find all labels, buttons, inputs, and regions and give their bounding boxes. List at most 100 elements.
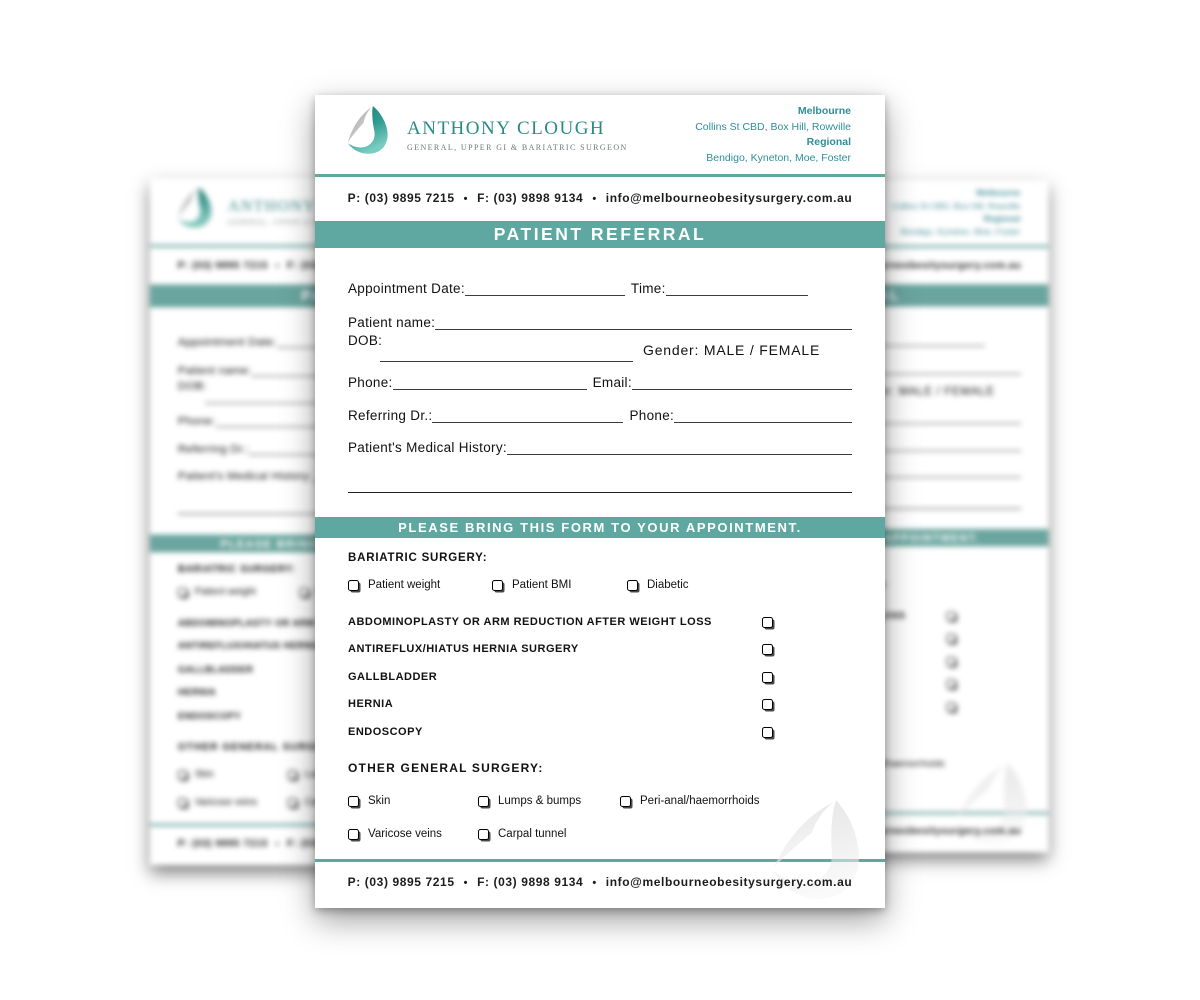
medical-history-label: Patient's Medical History: bbox=[177, 469, 313, 483]
checkbox-icon[interactable] bbox=[492, 579, 503, 591]
phone-line bbox=[215, 415, 380, 428]
time-line[interactable] bbox=[665, 282, 808, 296]
email-address: info@melbourneobesitysurgery.com.au bbox=[817, 259, 1022, 271]
checkbox-icon bbox=[299, 587, 309, 597]
option-label: Varicose veins bbox=[194, 797, 258, 808]
clinic-logo-icon bbox=[177, 187, 212, 228]
patient-name-line[interactable] bbox=[435, 316, 852, 330]
option-label: Varicose veins bbox=[368, 828, 442, 840]
procedure-row-hernia: HERNIA bbox=[348, 697, 773, 711]
option-peri-anal: Peri-anal/haemorrhoids bbox=[620, 794, 760, 808]
checkbox-icon[interactable] bbox=[762, 698, 773, 710]
option-patient-bmi: Patient BMI bbox=[492, 578, 571, 592]
option-diabetic: Diabetic bbox=[627, 578, 689, 592]
option-label: Patient BMI bbox=[512, 579, 572, 591]
checkbox-icon[interactable] bbox=[762, 616, 773, 628]
procedure-label: HERNIA bbox=[177, 687, 217, 698]
referring-dr-label: Referring Dr.: bbox=[348, 408, 433, 423]
regional-heading: Regional bbox=[983, 213, 1021, 224]
patient-name-row: Patient name: bbox=[348, 313, 852, 330]
referring-phone-line[interactable] bbox=[674, 409, 852, 423]
checkbox-icon[interactable] bbox=[478, 828, 489, 840]
separator-dot: • bbox=[275, 838, 280, 849]
gender-label[interactable]: Gender: MALE / FEMALE bbox=[643, 342, 821, 358]
checkbox-icon bbox=[946, 679, 956, 689]
checkbox-icon[interactable] bbox=[348, 795, 359, 807]
checkbox-icon[interactable] bbox=[762, 643, 773, 655]
footer-contact-line: P: (03) 9895 7215 • F: (03) 9898 9134 • info… bbox=[315, 867, 885, 897]
procedure-row-abdominoplasty: ABDOMINOPLASTY OR ARM REDUCTION AFTER WE… bbox=[348, 615, 773, 629]
separator-dot: • bbox=[592, 193, 597, 205]
melbourne-locations: Collins St CBD, Box Hill, Rowville bbox=[695, 120, 851, 133]
checkbox-icon bbox=[177, 587, 188, 597]
checkbox-icon bbox=[287, 769, 298, 780]
clinic-logo-text: ANTHONY CLOUGH GENERAL, UPPER GI & BARIA… bbox=[407, 118, 628, 152]
option-skin: Skin bbox=[177, 769, 214, 781]
option-label: Carpal tunnel bbox=[498, 828, 567, 840]
dob-line[interactable] bbox=[380, 347, 633, 362]
procedure-row-endoscopy: ENDOSCOPY bbox=[348, 725, 773, 739]
patient-name-label: Patient name: bbox=[348, 315, 436, 330]
bariatric-surgery-heading: BARIATRIC SURGERY: bbox=[348, 552, 488, 564]
checkbox-icon bbox=[287, 797, 298, 808]
phone-number: P: (03) 9895 7215 bbox=[347, 191, 455, 205]
melbourne-heading: Melbourne bbox=[797, 105, 851, 117]
regional-locations: Bendigo, Kyneton, Moe, Foster bbox=[706, 151, 851, 164]
email-address: info@melbourneobesitysurgery.com.au bbox=[605, 875, 853, 889]
checkbox-icon[interactable] bbox=[348, 579, 359, 591]
footer-divider bbox=[315, 859, 885, 862]
option-label: Diabetic bbox=[647, 579, 689, 591]
procedure-label: GALLBLADDER bbox=[177, 664, 254, 675]
procedure-label: ENDOSCOPY bbox=[348, 726, 423, 738]
medical-history-row: Patient's Medical History: bbox=[348, 438, 852, 455]
checkbox-icon[interactable] bbox=[620, 795, 631, 807]
option-label: Patient weight bbox=[194, 586, 256, 598]
medical-history-line[interactable] bbox=[506, 441, 852, 455]
procedure-label: HERNIA bbox=[348, 698, 394, 710]
separator-dot: • bbox=[463, 877, 469, 889]
referring-dr-label: Referring Dr.: bbox=[177, 442, 250, 456]
procedure-label: ANTIREFLUX/HIATUS HERNIA SURGERY bbox=[348, 643, 579, 655]
bring-form-banner: PLEASE BRING THIS FORM TO YOUR APPOINTME… bbox=[315, 517, 885, 538]
referral-form-page: ANTHONY CLOUGH GENERAL, UPPER GI & BARIA… bbox=[315, 95, 885, 908]
dob-line bbox=[204, 391, 419, 404]
contact-line: P: (03) 9895 7215 • F: (03) 9898 9134 • info… bbox=[315, 183, 885, 213]
separator-dot: • bbox=[463, 193, 469, 205]
option-varicose-veins: Varicose veins bbox=[177, 797, 258, 809]
referring-dr-line[interactable] bbox=[432, 409, 624, 423]
medical-history-line-2[interactable] bbox=[348, 477, 852, 493]
appointment-date-label: Appointment Date: bbox=[177, 335, 277, 348]
checkbox-icon bbox=[177, 797, 188, 808]
option-patient-weight: Patient weight bbox=[348, 578, 440, 592]
checkbox-icon[interactable] bbox=[762, 726, 773, 738]
email-address: info@melbourneobesitysurgery.com.au bbox=[817, 825, 1022, 837]
referring-phone-label: Phone: bbox=[629, 408, 675, 423]
referring-dr-row: Referring Dr.: Phone: bbox=[348, 406, 852, 423]
clinic-logo-icon bbox=[347, 106, 388, 154]
option-patient-weight: Patient weight bbox=[177, 586, 256, 598]
email-line[interactable] bbox=[631, 376, 852, 390]
checkbox-icon[interactable] bbox=[478, 795, 489, 807]
option-label: Skin bbox=[368, 795, 391, 807]
option-varicose-veins: Varicose veins bbox=[348, 827, 442, 841]
checkbox-icon[interactable] bbox=[627, 579, 638, 591]
checkbox-icon bbox=[946, 702, 956, 712]
appointment-row: Appointment Date: Time: bbox=[348, 279, 808, 296]
time-label: Time: bbox=[630, 281, 666, 296]
checkbox-icon bbox=[946, 656, 956, 666]
appointment-date-line[interactable] bbox=[464, 282, 625, 296]
locations-block: Melbourne Collins St CBD, Box Hill, Rowv… bbox=[695, 104, 851, 166]
dob-label: DOB: bbox=[177, 379, 207, 392]
melbourne-heading: Melbourne bbox=[976, 188, 1021, 199]
option-carpal-tunnel: Carpal tunnel bbox=[478, 827, 566, 841]
separator-dot: • bbox=[275, 260, 280, 271]
phone-line[interactable] bbox=[392, 376, 587, 390]
option-label: Skin bbox=[194, 769, 214, 780]
checkbox-icon bbox=[177, 769, 188, 780]
fax-number: F: (03) 9898 9134 bbox=[477, 875, 584, 889]
checkbox-icon[interactable] bbox=[348, 828, 359, 840]
fax-number: F: (03) 9898 9134 bbox=[477, 191, 584, 205]
phone-email-row: Phone: Email: bbox=[348, 373, 852, 390]
checkbox-icon[interactable] bbox=[762, 671, 773, 683]
